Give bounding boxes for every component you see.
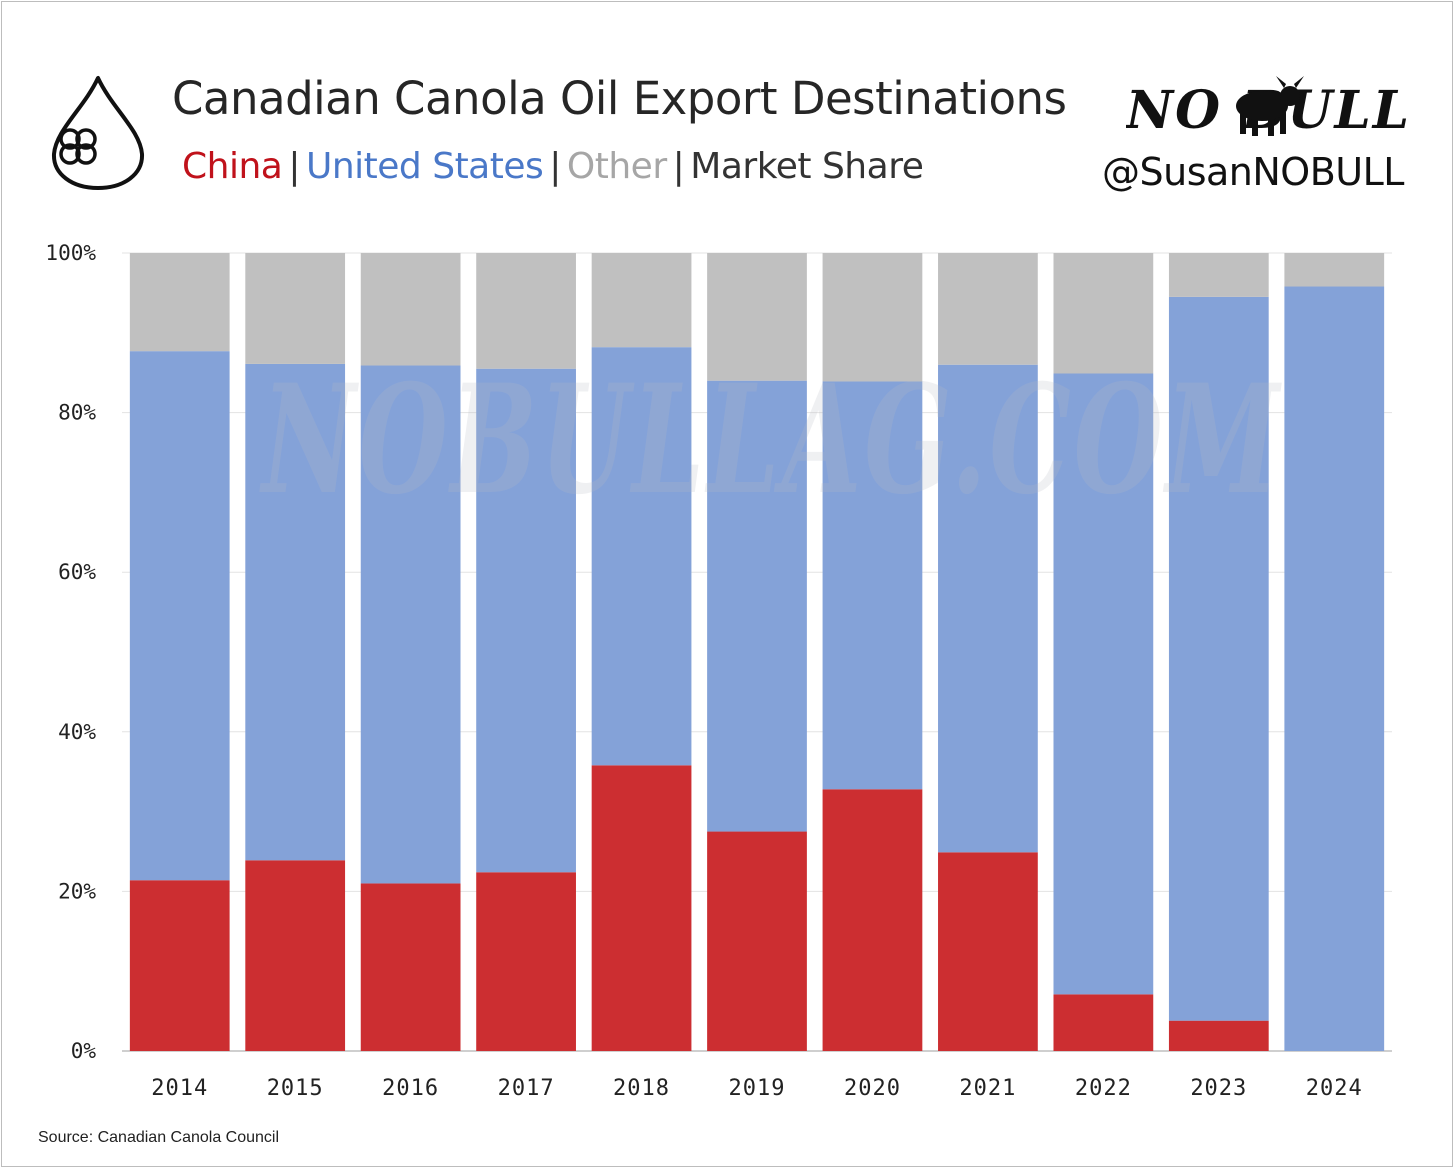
bar-china-2020 — [822, 789, 923, 1051]
bar-united-states-2021 — [938, 364, 1038, 853]
y-tick-label: 0% — [71, 1039, 97, 1063]
x-tick-label: 2022 — [1075, 1076, 1132, 1101]
bar-other-2021 — [938, 253, 1038, 365]
bar-united-states-2016 — [360, 365, 461, 884]
bar-china-2016 — [360, 883, 461, 1051]
legend-china: China — [182, 146, 283, 187]
bar-china-2018 — [591, 765, 692, 1051]
y-tick-label: 20% — [58, 879, 96, 903]
canola-drop-icon — [51, 76, 145, 190]
bar-china-2023 — [1168, 1020, 1269, 1051]
bar-other-2015 — [245, 253, 346, 364]
x-tick-label: 2017 — [498, 1076, 555, 1101]
watermark: NOBULLAG.COM — [259, 352, 1282, 528]
bar-united-states-2023 — [1168, 296, 1269, 1021]
bar-other-2024 — [1284, 253, 1385, 287]
bar-other-2020 — [822, 253, 923, 382]
bar-china-2014 — [129, 880, 230, 1051]
legend-separator: | — [672, 146, 685, 187]
chart-title: Canadian Canola Oil Export Destinations — [172, 72, 1067, 125]
subtitle-market-share: Market Share — [690, 146, 924, 187]
x-tick-label: 2021 — [959, 1076, 1016, 1101]
x-tick-label: 2018 — [613, 1076, 670, 1101]
bull-icon — [1236, 76, 1304, 136]
x-tick-label: 2024 — [1306, 1076, 1363, 1101]
bar-other-2022 — [1053, 253, 1154, 374]
y-tick-label: 80% — [58, 401, 96, 425]
bar-united-states-2022 — [1053, 373, 1154, 995]
no-bull-logo: NO BULL — [1126, 76, 1409, 141]
bar-china-2015 — [245, 860, 346, 1051]
chart-subtitle: China | United States | Other | Market Share — [182, 146, 924, 187]
twitter-handle: @SusanNOBULL — [1102, 150, 1404, 194]
bar-united-states-2015 — [245, 363, 346, 861]
y-tick-label: 100% — [45, 241, 96, 265]
bar-united-states-2019 — [707, 380, 807, 832]
bar-other-2017 — [476, 253, 576, 369]
legend-separator: | — [288, 146, 300, 187]
x-tick-label: 2019 — [729, 1076, 786, 1101]
x-tick-label: 2014 — [151, 1076, 208, 1101]
bar-other-2014 — [129, 253, 230, 352]
legend-other: Other — [566, 146, 667, 187]
legend-separator: | — [549, 146, 561, 187]
x-axis-ticks: 2014 2015 2016 2017 2018 2019 2020 2021 2022 2023… — [151, 1076, 1363, 1101]
bar-united-states-2024 — [1284, 286, 1385, 1051]
bar-china-2021 — [938, 852, 1038, 1051]
bar-other-2023 — [1168, 253, 1269, 297]
x-tick-label: 2023 — [1190, 1076, 1247, 1101]
y-tick-label: 60% — [58, 560, 96, 584]
bars — [129, 253, 1385, 1051]
x-tick-label: 2015 — [267, 1076, 324, 1101]
x-tick-label: 2020 — [844, 1076, 901, 1101]
bar-china-2022 — [1053, 994, 1154, 1051]
source-note: Source: Canadian Canola Council — [38, 1129, 280, 1146]
bar-united-states-2017 — [476, 368, 576, 873]
bar-other-2018 — [591, 253, 692, 348]
bar-united-states-2014 — [129, 351, 230, 881]
legend-united-states: United States — [305, 146, 544, 187]
y-tick-label: 40% — [58, 720, 96, 744]
bar-united-states-2018 — [591, 347, 692, 766]
x-tick-label: 2016 — [382, 1076, 439, 1101]
bar-united-states-2020 — [822, 381, 923, 790]
bar-china-2017 — [476, 872, 576, 1051]
bar-other-2016 — [360, 253, 461, 366]
bar-china-2019 — [707, 831, 807, 1051]
bar-other-2019 — [707, 253, 807, 381]
y-axis-ticks: 0% 20% 40% 60% 80% 100% — [45, 241, 96, 1063]
